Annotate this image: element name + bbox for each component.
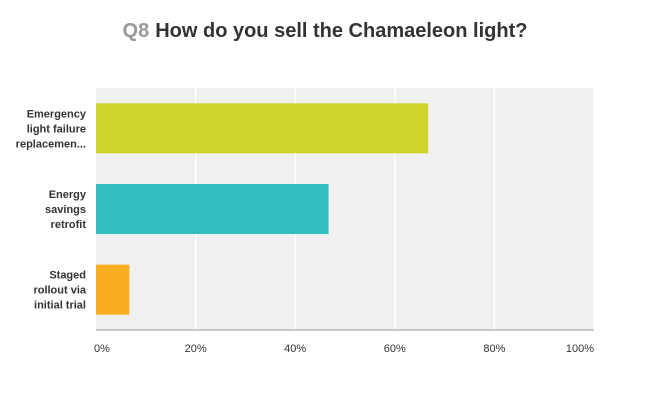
bars [96,103,429,315]
tick-label: 80% [483,343,505,355]
category-label: Energy savings retrofit [45,189,87,231]
tick-label: 0% [94,343,110,355]
category-labels: Emergency light failure replacemen... Energ… [16,108,87,311]
category-label: Staged rollout via initial trial [33,270,86,312]
tick-label: 100% [566,343,594,355]
chart-title: Q8 How do you sell the Chamaeleon light? [0,20,650,43]
bar [96,264,130,315]
tick-labels: 0% 20% 40% 60% 80% 100% [94,343,594,355]
tick-label: 60% [384,343,406,355]
tick-label: 20% [185,343,207,355]
question-text: How do you sell the Chamaeleon light? [155,20,528,42]
bar [96,183,329,235]
tick-label: 40% [284,343,306,355]
bar [96,103,429,154]
question-number: Q8 [122,20,150,42]
category-label: Emergency light failure replacemen... [16,108,87,150]
